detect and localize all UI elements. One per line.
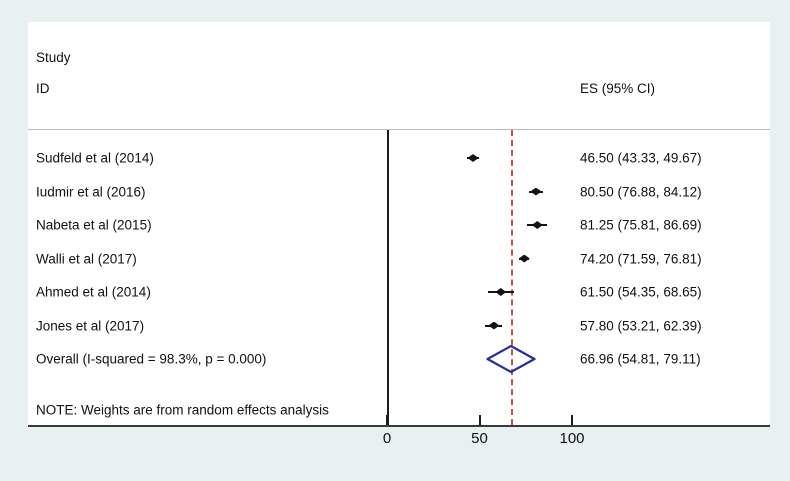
plot-area: Study ID ES (95% CI) Sudfeld et al (2014… [28, 22, 770, 427]
study-label: Iudmir et al (2016) [36, 184, 146, 199]
point-estimate-marker [518, 254, 530, 263]
weights-note: NOTE: Weights are from random effects an… [36, 402, 329, 418]
study-label: Jones et al (2017) [36, 318, 145, 333]
point-estimate-marker [530, 187, 542, 196]
study-label: Sudfeld et al (2014) [36, 150, 154, 166]
overall-diamond [486, 345, 536, 373]
study-label: Walli et al (2017) [36, 251, 137, 266]
study-label: Ahmed et al (2014) [36, 284, 151, 300]
es-ci-value: 46.50 (43.33, 49.67) [580, 150, 702, 166]
point-estimate-marker [467, 154, 479, 162]
axis-tick-label: 100 [559, 430, 585, 447]
axis-tick [386, 415, 388, 425]
point-estimate-marker [495, 288, 507, 296]
overall-label: Overall (I-squared = 98.3%, p = 0.000) [36, 351, 267, 367]
point-estimate-marker [488, 321, 500, 330]
overall-es-ci-value: 66.96 (54.81, 79.11) [580, 351, 701, 367]
point-estimate-marker [531, 221, 543, 229]
zero-reference-line [387, 130, 389, 425]
header-separator-line [28, 129, 770, 130]
study-label: Nabeta et al (2015) [36, 217, 152, 233]
es-ci-value: 57.80 (53.21, 62.39) [580, 318, 702, 333]
column-header-study: Study [36, 50, 71, 65]
axis-tick-label: 50 [471, 430, 488, 447]
axis-tick-label: 0 [382, 430, 392, 447]
axis-tick [478, 415, 481, 425]
es-ci-value: 74.20 (71.59, 76.81) [580, 251, 702, 266]
es-ci-value: 61.50 (54.35, 68.65) [580, 284, 702, 300]
es-ci-value: 80.50 (76.88, 84.12) [580, 184, 702, 199]
column-header-es: ES (95% CI) [580, 81, 656, 96]
axis-tick [571, 415, 573, 425]
es-ci-value: 81.25 (75.81, 86.69) [580, 217, 702, 233]
overall-estimate-dashed-line [510, 130, 513, 425]
column-header-id: ID [36, 81, 50, 96]
